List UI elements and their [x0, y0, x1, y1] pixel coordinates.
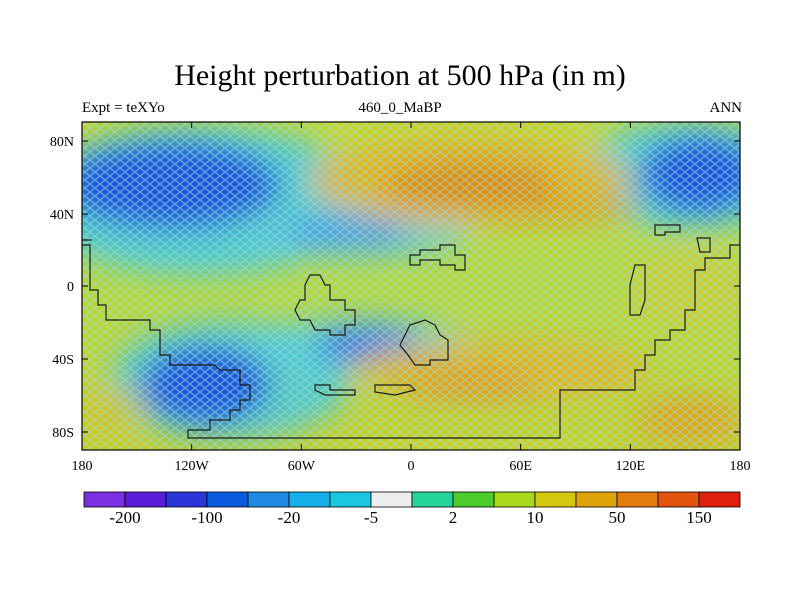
map-title: Height perturbation at 500 hPa (in m): [174, 59, 626, 92]
colorbar-box: [247, 491, 290, 508]
period-label: 460_0_MaBP: [358, 100, 442, 116]
y-tick-label: 40N: [50, 208, 74, 223]
colorbar-box: [698, 491, 741, 508]
y-tick-label: 40S: [52, 353, 74, 368]
colorbar-box: [534, 491, 577, 508]
y-axis: 80N 40N 0 40S 80S: [50, 135, 740, 441]
coastlines: [82, 224, 740, 439]
colorbar-label: 150: [686, 508, 712, 527]
colorbar-label: 50: [608, 508, 626, 527]
coastline-north-africa: [409, 244, 466, 271]
x-axis: 180 120W 60W 0 60E 120E 180: [72, 122, 751, 474]
x-tick-label: 120E: [616, 459, 646, 474]
colorbar-label: -200: [109, 508, 141, 527]
colorbar-label: 10: [526, 508, 544, 527]
colorbar-label: -100: [191, 508, 223, 527]
x-tick-label: 180: [72, 459, 93, 474]
colorbar-box: [370, 491, 413, 508]
season-label: ANN: [709, 100, 743, 116]
coastline-islet-4: [696, 237, 711, 253]
map-plot-area: [82, 122, 740, 450]
x-tick-label: 0: [408, 459, 415, 474]
colorbar-box: [616, 491, 659, 508]
colorbar-box: [575, 491, 618, 508]
colorbar-label: 2: [448, 508, 458, 527]
coastline-islet-2: [374, 384, 417, 396]
colorbar-box: [452, 491, 495, 508]
colorbar-box: [206, 491, 249, 508]
y-tick-label: 80N: [50, 135, 74, 150]
y-tick-label: 0: [67, 280, 74, 295]
colorbar-box: [329, 491, 372, 508]
colorbar-box: [83, 491, 126, 508]
colorbar-box: [124, 491, 167, 508]
coastline-islet-3: [654, 224, 681, 236]
colorbar-label: -20: [277, 508, 301, 527]
colorbar-box: [493, 491, 536, 508]
colorbar-box: [165, 491, 208, 508]
colorbar: [83, 491, 741, 508]
x-tick-label: 180: [730, 459, 751, 474]
colorbar-box: [657, 491, 700, 508]
experiment-label: Expt = teXYo: [82, 100, 165, 116]
coastline-southern: [82, 244, 740, 439]
x-tick-label: 60W: [288, 459, 316, 474]
colorbar-box: [411, 491, 454, 508]
x-tick-label: 60E: [509, 459, 532, 474]
stipple-overlay: [82, 122, 740, 450]
coastline-islet-1: [314, 384, 356, 396]
coastline-atlantic-island: [294, 274, 356, 336]
colorbar-label: -5: [363, 508, 379, 527]
coastline-asia-east: [629, 264, 646, 316]
y-tick-label: 80S: [52, 426, 74, 441]
x-tick-label: 120W: [175, 459, 210, 474]
coastline-africa: [399, 319, 449, 366]
colorbar-box: [288, 491, 331, 508]
